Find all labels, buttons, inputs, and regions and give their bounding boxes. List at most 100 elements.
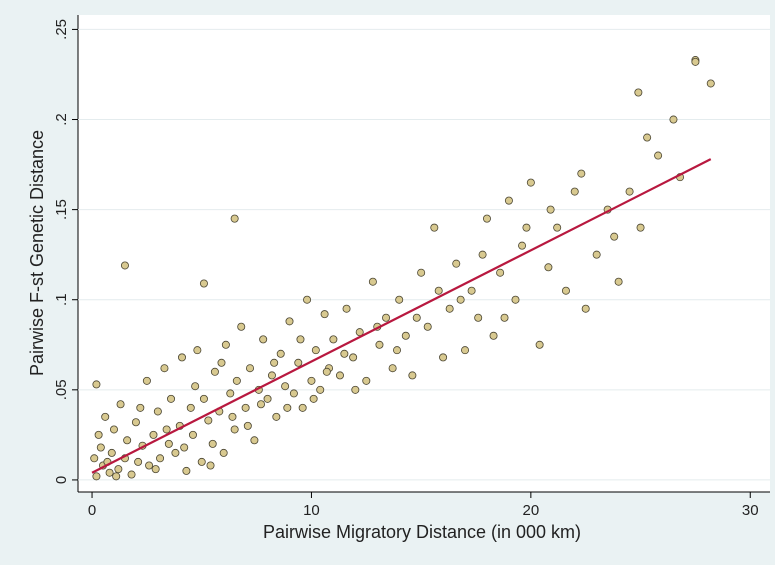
point [535, 340, 544, 349]
point [116, 400, 125, 409]
point [256, 400, 265, 409]
point [382, 313, 391, 322]
point [654, 151, 663, 160]
point [478, 250, 487, 259]
point [94, 430, 103, 439]
point [142, 376, 151, 385]
point [307, 376, 316, 385]
point [127, 470, 136, 479]
y-tick-label: .05 [53, 379, 70, 400]
point [272, 412, 281, 421]
x-axis-title: Pairwise Migratory Distance (in 000 km) [263, 522, 581, 542]
point [206, 461, 215, 470]
point [134, 457, 143, 466]
point [230, 425, 239, 434]
point [120, 261, 129, 270]
point [199, 279, 208, 288]
point [217, 358, 226, 367]
point [522, 223, 531, 232]
point [335, 371, 344, 380]
point [221, 340, 230, 349]
point [136, 403, 145, 412]
point [553, 223, 562, 232]
point [230, 214, 239, 223]
y-axis-title: Pairwise F-st Genetic Distance [27, 130, 47, 376]
point [577, 169, 586, 178]
point [691, 57, 700, 66]
point [388, 364, 397, 373]
point [355, 328, 364, 337]
point [401, 331, 410, 340]
point [625, 187, 634, 196]
point [191, 382, 200, 391]
point [445, 304, 454, 313]
point [283, 403, 292, 412]
point [311, 346, 320, 355]
point [393, 346, 402, 355]
point [474, 313, 483, 322]
point [511, 295, 520, 304]
point [610, 232, 619, 241]
point [561, 286, 570, 295]
point [270, 358, 279, 367]
y-tick-label: 0 [53, 476, 70, 484]
point [316, 385, 325, 394]
point [105, 468, 114, 477]
point [614, 277, 623, 286]
point [226, 389, 235, 398]
point [342, 304, 351, 313]
point [329, 335, 338, 344]
point [322, 367, 331, 376]
x-tick-label: 30 [742, 502, 759, 519]
point [362, 376, 371, 385]
plot-area [78, 15, 770, 492]
point [581, 304, 590, 313]
point [430, 223, 439, 232]
point [199, 394, 208, 403]
point [259, 335, 268, 344]
point [461, 346, 470, 355]
x-tick-label: 0 [88, 502, 96, 519]
x-tick-label: 20 [523, 502, 540, 519]
point [636, 223, 645, 232]
point [237, 322, 246, 331]
point [298, 403, 307, 412]
point [204, 416, 213, 425]
point [496, 268, 505, 277]
point [123, 436, 132, 445]
point [375, 340, 384, 349]
point [294, 358, 303, 367]
point [570, 187, 579, 196]
x-tick-label: 10 [303, 502, 320, 519]
point [131, 418, 140, 427]
point [267, 371, 276, 380]
point [180, 443, 189, 452]
point [439, 353, 448, 362]
point [518, 241, 527, 250]
point [160, 364, 169, 373]
point [303, 295, 312, 304]
point [92, 472, 101, 481]
point [706, 79, 715, 88]
point [395, 295, 404, 304]
point [592, 250, 601, 259]
point [167, 394, 176, 403]
point [263, 394, 272, 403]
point [112, 472, 121, 481]
point [171, 448, 180, 457]
point [182, 466, 191, 475]
point [526, 178, 535, 187]
point [467, 286, 476, 295]
point [109, 425, 118, 434]
point [544, 263, 553, 272]
point [114, 465, 123, 474]
point [281, 382, 290, 391]
point [193, 346, 202, 355]
point [153, 407, 162, 416]
point [208, 439, 217, 448]
point [96, 443, 105, 452]
y-tick-label: .25 [53, 19, 70, 40]
point [92, 380, 101, 389]
point [456, 295, 465, 304]
